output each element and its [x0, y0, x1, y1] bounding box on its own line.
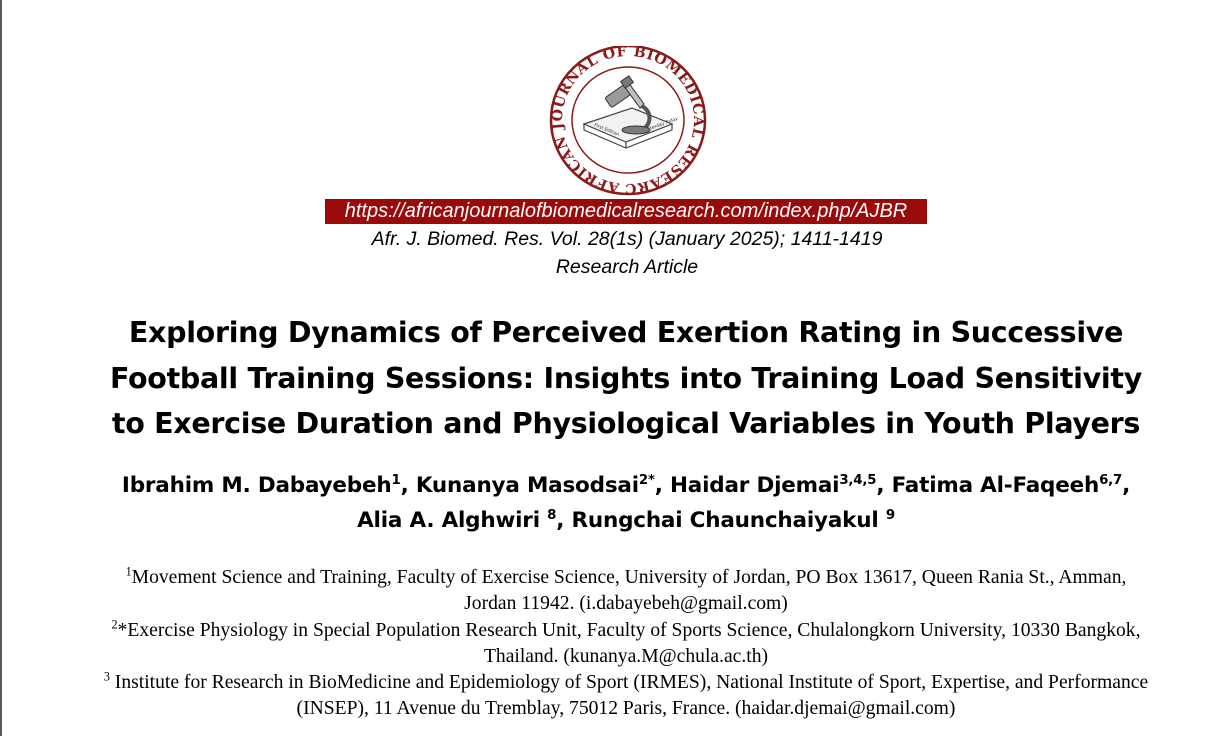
author-name: Kunanya Masodsai: [415, 473, 639, 498]
author-affiliation-mark: 8: [547, 507, 557, 523]
author-list: Ibrahim M. Dabayebeh1, Kunanya Masodsai2…: [110, 468, 1142, 538]
author-separator: ,: [1122, 473, 1131, 498]
affiliation: 1Movement Science and Training, Faculty …: [100, 565, 1152, 618]
affiliation: 2*Exercise Physiology in Special Populat…: [100, 618, 1152, 671]
title-line: Football Training Sessions: Insights int…: [110, 361, 1142, 395]
affiliation-number: 2: [111, 617, 118, 632]
affiliation-list: 1Movement Science and Training, Faculty …: [100, 565, 1152, 723]
journal-url-banner[interactable]: https://africanjournalofbiomedicalresear…: [325, 199, 927, 224]
paper-title: Exploring Dynamics of Perceived Exertion…: [100, 310, 1152, 447]
author-affiliation-mark: 6,7: [1099, 472, 1123, 488]
author-name: Haidar Djemai: [670, 473, 840, 498]
affiliation-number: 1: [125, 564, 132, 579]
article-type: Research Article: [555, 256, 699, 278]
affiliation-text: Movement Science and Training, Faculty o…: [131, 567, 1127, 615]
author-name: Ibrahim M. Dabayebeh: [121, 473, 392, 498]
journal-logo: AFRICAN JOURNAL OF BIOMEDICAL RESEARCH F…: [548, 46, 707, 196]
author-separator: ,: [876, 473, 892, 498]
author-name: Alia A. Alghwiri: [357, 508, 548, 533]
affiliation-number: 3: [103, 669, 110, 684]
author-name: Fatima Al-Faqeeh: [891, 473, 1100, 498]
author-affiliation-mark: 9: [885, 507, 895, 523]
author-affiliation-mark: 2*: [638, 472, 655, 488]
affiliation: 3 Institute for Research in BioMedicine …: [100, 670, 1152, 723]
author-separator: ,: [556, 508, 572, 533]
book-microscope-icon: First Edition Yesterday Today: [582, 75, 679, 149]
author-separator: ,: [400, 473, 416, 498]
citation-line: Afr. J. Biomed. Res. Vol. 28(1s) (Januar…: [371, 228, 883, 250]
author-name: Rungchai Chaunchaiyakul: [571, 508, 886, 533]
affiliation-text: Institute for Research in BioMedicine an…: [109, 672, 1149, 720]
author-separator: ,: [654, 473, 671, 498]
author-affiliation-mark: 1: [391, 472, 401, 488]
affiliation-text: *Exercise Physiology in Special Populati…: [117, 619, 1141, 667]
author-affiliation-mark: 3,4,5: [839, 472, 877, 488]
title-line: Exploring Dynamics of Perceived Exertion…: [128, 316, 1124, 349]
title-line: to Exercise Duration and Physiological V…: [111, 407, 1141, 440]
page-left-edge: [0, 0, 2, 736]
